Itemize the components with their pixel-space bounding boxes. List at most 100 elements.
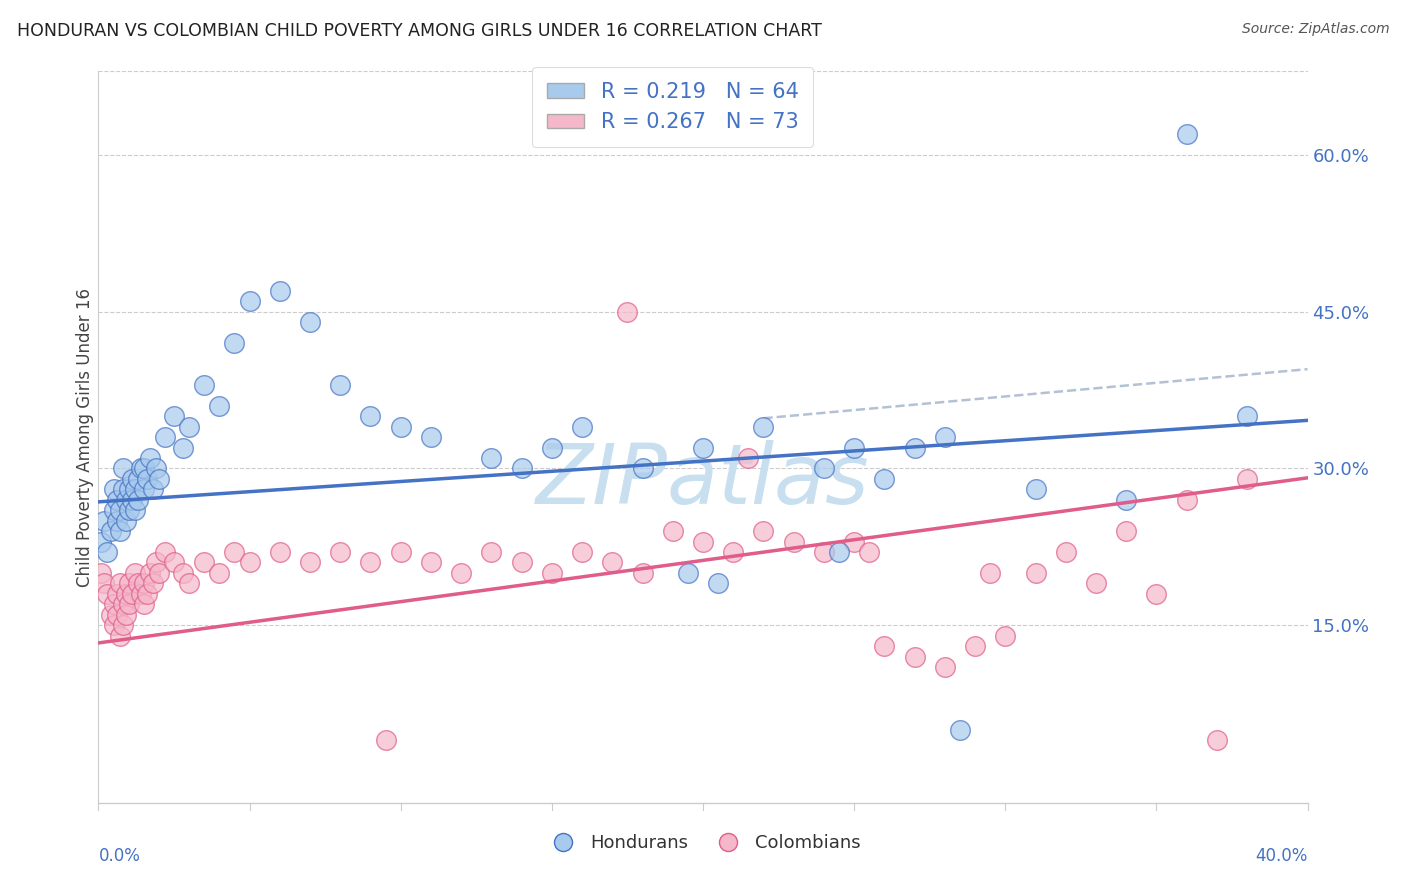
Point [540,566,562,580]
Point [510,461,533,475]
Point [676,566,699,580]
Point [127,492,149,507]
Point [1236,472,1258,486]
Point [114,587,136,601]
Point [127,472,149,486]
Point [813,545,835,559]
Point [93,514,115,528]
Point [148,566,170,580]
Point [129,461,152,475]
Text: HONDURAN VS COLOMBIAN CHILD POVERTY AMONG GIRLS UNDER 16 CORRELATION CHART: HONDURAN VS COLOMBIAN CHILD POVERTY AMON… [17,22,821,40]
Point [145,461,167,475]
Point [329,545,352,559]
Point [139,450,162,465]
Point [1024,483,1046,497]
Point [540,441,562,455]
Point [360,409,382,424]
Point [224,545,246,559]
Point [208,566,231,580]
Point [100,524,122,538]
Point [153,545,176,559]
Point [121,492,143,507]
Point [631,566,654,580]
Point [114,607,136,622]
Point [752,419,775,434]
Point [129,587,152,601]
Point [114,514,136,528]
Point [224,336,246,351]
Point [105,492,128,507]
Point [111,618,134,632]
Point [239,294,262,309]
Point [103,597,125,611]
Point [979,566,1001,580]
Point [118,483,141,497]
Point [121,587,143,601]
Point [299,315,322,329]
Point [510,556,533,570]
Point [153,430,176,444]
Point [692,441,714,455]
Point [145,556,167,570]
Point [100,607,122,622]
Point [420,556,443,570]
Text: 40.0%: 40.0% [1256,847,1308,864]
Point [142,483,165,497]
Point [269,545,291,559]
Point [329,377,352,392]
Point [707,576,730,591]
Point [420,430,443,444]
Point [108,524,131,538]
Point [127,576,149,591]
Point [602,556,624,570]
Point [994,629,1017,643]
Point [737,450,759,465]
Point [813,461,835,475]
Point [163,556,186,570]
Point [172,566,194,580]
Point [132,461,155,475]
Point [193,556,215,570]
Point [571,419,593,434]
Point [111,483,134,497]
Point [208,399,231,413]
Point [124,503,146,517]
Point [481,545,503,559]
Point [904,441,927,455]
Point [1024,566,1046,580]
Point [269,284,291,298]
Point [90,566,112,580]
Point [124,483,146,497]
Y-axis label: Child Poverty Among Girls Under 16: Child Poverty Among Girls Under 16 [76,287,94,587]
Point [103,503,125,517]
Point [965,639,987,653]
Point [661,524,683,538]
Point [114,492,136,507]
Point [299,556,322,570]
Point [1085,576,1108,591]
Point [111,461,134,475]
Point [132,597,155,611]
Point [118,597,141,611]
Point [858,545,880,559]
Point [360,556,382,570]
Point [934,660,956,674]
Point [103,483,125,497]
Point [118,576,141,591]
Point [124,566,146,580]
Point [239,556,262,570]
Point [139,566,162,580]
Point [179,576,201,591]
Point [481,450,503,465]
Point [111,597,134,611]
Point [1175,492,1198,507]
Point [1236,409,1258,424]
Text: Source: ZipAtlas.com: Source: ZipAtlas.com [1241,22,1389,37]
Point [374,733,396,747]
Point [1206,733,1229,747]
Point [135,472,157,486]
Point [783,534,806,549]
Point [132,576,155,591]
Point [96,545,118,559]
Point [132,483,155,497]
